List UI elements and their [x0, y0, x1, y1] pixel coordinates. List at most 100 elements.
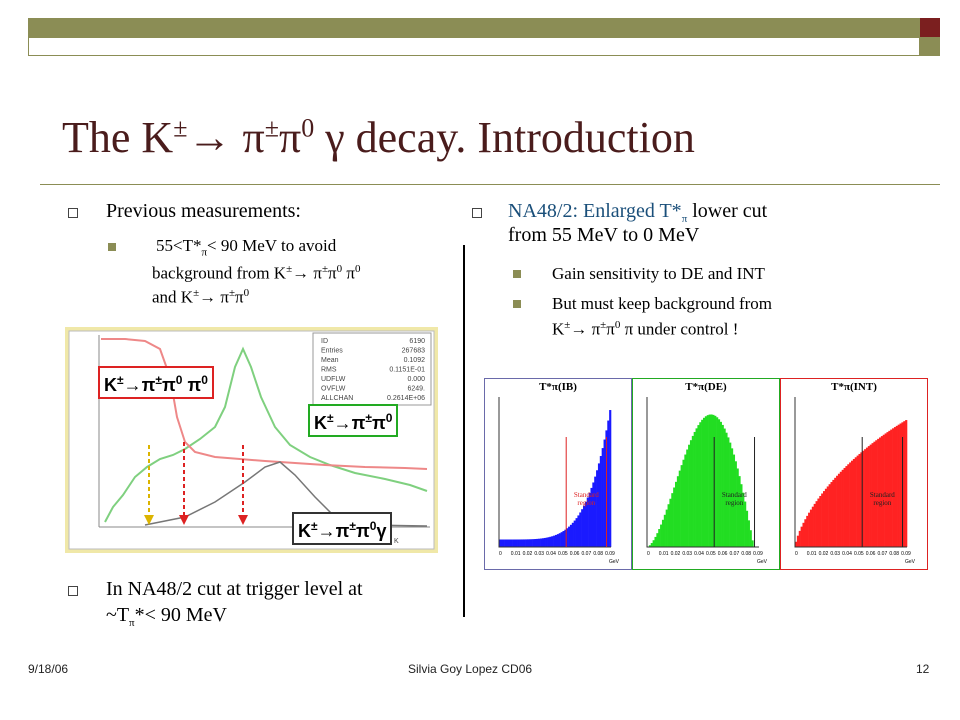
histogram-bar [527, 539, 530, 547]
l1g: π [182, 375, 202, 395]
histogram-panel: T*π(IB) 0 0.01 0.02 0.03 0.04 0.05 0.06 0.07 0.08… [484, 378, 632, 570]
histogram-tick: 0.04 [842, 551, 852, 557]
histogram-bar [832, 479, 835, 547]
histogram-bar [738, 476, 741, 547]
b2a: ~T [106, 604, 130, 626]
histogram-bar [744, 501, 747, 547]
l3e: π [355, 521, 370, 541]
histogram-tick: 0.08 [593, 551, 603, 557]
bullet-square-icon-2 [68, 586, 78, 596]
histogram-tick: 0.03 [682, 551, 692, 557]
histogram-bar [656, 533, 659, 547]
right-sub2-line2: K±→ π±π0 π under control ! [552, 316, 738, 339]
histogram-bar [867, 446, 870, 547]
l2e: π [371, 413, 386, 433]
histogram-tick: 0.03 [830, 551, 840, 557]
histogram-bar [717, 419, 721, 547]
left-bullet1: Previous measurements: [106, 200, 301, 222]
stats-key: UDFLW [321, 376, 346, 383]
stats-key: ID [321, 338, 328, 345]
histogram-bar [703, 417, 706, 547]
histogram-bar [845, 466, 848, 547]
green-curve [104, 346, 428, 523]
histogram-bar [558, 533, 561, 547]
histogram-bar [727, 437, 730, 547]
standard-region-label: Standard [574, 491, 599, 499]
stats-value: 6249. [407, 386, 425, 393]
histogram-bar [569, 524, 573, 547]
stats-key: ALLCHAN [321, 395, 353, 402]
histogram-bar [555, 534, 558, 547]
histogram-bar [691, 435, 694, 547]
histogram-bar [579, 512, 582, 547]
histogram-bar [686, 449, 689, 547]
l3d: ± [349, 519, 356, 533]
l3g: γ [376, 521, 387, 541]
title-rest: γ decay. Introduction [314, 113, 695, 162]
histogram-bar [716, 417, 719, 547]
histogram-bar [802, 522, 805, 547]
histogram-bar [712, 414, 715, 547]
histogram-bar [543, 537, 546, 547]
l1h: 0 [201, 373, 208, 387]
histogram-bar [890, 429, 893, 547]
histogram-tick: 0.09 [753, 551, 763, 557]
histogram-bar [800, 526, 803, 547]
histogram-bar [843, 467, 846, 547]
histogram-bar [729, 442, 732, 547]
left-sub1-d: → π [292, 263, 322, 283]
histogram-bar [680, 465, 683, 547]
r1c: lower cut [687, 200, 768, 222]
histogram-bar [865, 447, 869, 547]
histogram-bar [837, 473, 841, 547]
histogram-bar [815, 501, 818, 547]
histogram-bar [747, 520, 750, 547]
bullet-square-icon [68, 208, 78, 218]
l3f: 0 [369, 519, 377, 533]
histogram-bar [669, 498, 672, 547]
histogram-bar [663, 514, 666, 547]
histogram-bar [525, 539, 528, 547]
histogram-bar [873, 441, 876, 547]
histogram-bar [508, 539, 511, 547]
histogram-bar [856, 455, 859, 547]
histogram-bar [650, 543, 653, 547]
histogram-tick: 0.08 [889, 551, 899, 557]
l1e: π [161, 375, 176, 395]
histogram-bar [534, 539, 537, 547]
b2b: π [129, 617, 135, 629]
left-sub1-g: and K [152, 287, 194, 307]
histogram-bar [513, 539, 517, 547]
red-arrowhead-1 [179, 515, 189, 525]
histogram-bar [568, 526, 571, 547]
histogram-bar [819, 495, 822, 547]
histogram-bar [519, 539, 522, 547]
histogram-tick: 0.09 [605, 551, 615, 557]
bullet-square-icon-3 [472, 208, 482, 218]
histogram-bar [817, 498, 820, 547]
histogram-bar [849, 462, 852, 547]
histogram-bar [828, 484, 831, 547]
footer-author: Silvia Goy Lopez CD06 [408, 662, 533, 676]
l2d: ± [365, 411, 372, 425]
histogram-tick: 0.06 [570, 551, 580, 557]
histogram-bar [573, 520, 576, 547]
histogram-bar [858, 453, 861, 547]
slide-title: The K±→ π±π0 γ decay. Introduction [62, 112, 695, 163]
yellow-arrowhead [144, 515, 154, 525]
l3a: K [298, 521, 311, 541]
histogram-bar [871, 443, 874, 547]
r1b: π [681, 213, 688, 225]
histogram-bar [506, 539, 509, 547]
right-sub2-line1: But must keep background from [552, 294, 773, 313]
histogram-bar [678, 470, 681, 547]
histogram-bar [731, 448, 734, 547]
left-sub1: 55<T*π< 90 MeV to avoid [156, 236, 456, 262]
histogram-bar [528, 539, 532, 547]
top-decor-bar-2 [28, 37, 940, 56]
histogram-bar [502, 539, 505, 547]
histogram-bar [823, 491, 826, 547]
r2g: π under control ! [620, 319, 739, 339]
histogram-svg: 0 0.01 0.02 0.03 0.04 0.05 0.06 0.07 0.08 0.09 GeV… [794, 397, 916, 565]
left-sub1-e: π [328, 263, 337, 283]
